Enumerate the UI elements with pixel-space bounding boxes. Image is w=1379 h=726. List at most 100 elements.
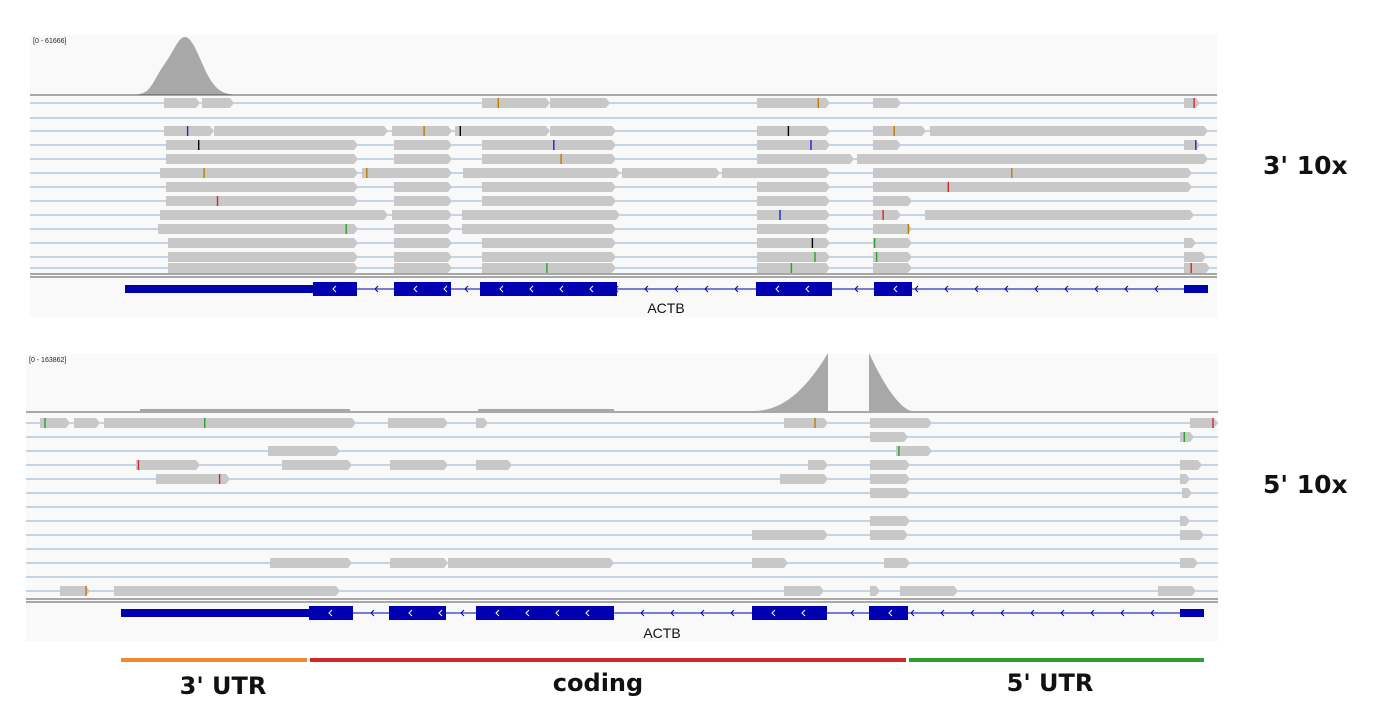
aligned-read [394, 263, 448, 273]
mismatch-mark [817, 98, 819, 108]
read-arrow [612, 224, 616, 234]
read-arrow [612, 263, 616, 273]
read-arrow [824, 530, 828, 540]
aligned-read [476, 460, 508, 470]
read-arrow [826, 210, 830, 220]
aligned-read [784, 418, 824, 428]
read-arrow [784, 558, 788, 568]
coverage-track-low [478, 409, 614, 411]
read-arrow [906, 488, 910, 498]
mismatch-mark [216, 196, 219, 206]
read-arrow [826, 252, 830, 262]
aligned-read [757, 210, 826, 220]
aligned-read [202, 98, 230, 108]
aligned-read [168, 252, 354, 262]
read-arrow [906, 460, 910, 470]
aligned-read [394, 154, 448, 164]
aligned-read [394, 238, 448, 248]
exon-strand-arrow [888, 609, 893, 617]
read-arrow [826, 263, 830, 273]
strand-arrow [374, 285, 379, 293]
strand-arrow [970, 609, 975, 617]
read-arrow [210, 126, 214, 136]
read-arrow [448, 196, 452, 206]
read-arrow [354, 263, 358, 273]
read-arrow [1200, 530, 1204, 540]
read-arrow [908, 263, 912, 273]
read-arrow [448, 154, 452, 164]
mismatch-mark [811, 238, 814, 248]
aligned-read [482, 252, 612, 262]
read-arrow [336, 586, 340, 596]
read-arrow [606, 98, 610, 108]
mismatch-mark [459, 126, 461, 136]
mismatch-mark [553, 140, 555, 150]
read-arrow [348, 460, 352, 470]
read-arrow [612, 154, 616, 164]
aligned-read [394, 252, 448, 262]
read-arrow [876, 586, 880, 596]
panel-label-3prime: 3' 10x [1263, 151, 1348, 180]
aligned-read [870, 460, 906, 470]
region-label-coding: coding [552, 669, 644, 697]
read-arrow [897, 98, 901, 108]
read-arrow [444, 558, 448, 568]
mismatch-mark [423, 126, 425, 136]
mismatch-mark [198, 140, 200, 150]
aligned-read [392, 210, 448, 220]
read-arrow [824, 460, 828, 470]
exon-strand-arrow [408, 609, 413, 617]
read-arrow [928, 418, 932, 428]
strand-arrow [1124, 285, 1129, 293]
read-arrow [1188, 488, 1192, 498]
mismatch-mark [366, 168, 368, 178]
aligned-read [1184, 140, 1196, 150]
read-arrow [1214, 418, 1218, 428]
mismatch-mark [1195, 140, 1197, 150]
strand-arrow [1150, 609, 1155, 617]
read-arrow [1204, 154, 1208, 164]
aligned-read [394, 196, 448, 206]
strand-arrow [1030, 609, 1035, 617]
mismatch-mark [203, 168, 205, 178]
read-arrow [928, 446, 932, 456]
coverage-track-low [140, 409, 350, 411]
strand-arrow [1090, 609, 1095, 617]
read-arrow [826, 238, 830, 248]
strand-arrow [1004, 285, 1009, 293]
utr-5prime [1184, 285, 1208, 293]
read-arrow [616, 168, 620, 178]
aligned-read [166, 182, 354, 192]
mismatch-mark [907, 224, 910, 234]
exon-strand-arrow [413, 285, 418, 293]
aligned-read [930, 126, 1204, 136]
strand-arrow [370, 609, 375, 617]
read-arrow [226, 474, 230, 484]
mismatch-mark [814, 418, 816, 428]
read-arrow [904, 530, 908, 540]
exon-strand-arrow [559, 285, 564, 293]
aligned-read [482, 196, 612, 206]
read-arrow [1204, 126, 1208, 136]
aligned-read [896, 446, 928, 456]
read-arrow [384, 126, 388, 136]
exon-strand-arrow [328, 609, 333, 617]
aligned-read [160, 210, 384, 220]
exon [756, 282, 832, 296]
read-arrow [448, 263, 452, 273]
mismatch-mark [814, 252, 816, 262]
mismatch-mark [546, 263, 548, 273]
region-bar-coding [310, 658, 906, 662]
aligned-read [870, 586, 876, 596]
region-bar-3utr [121, 658, 307, 662]
aligned-read [448, 558, 610, 568]
exon [394, 282, 451, 296]
mismatch-mark [1193, 98, 1195, 108]
strand-arrow [670, 609, 675, 617]
aligned-read [482, 140, 612, 150]
mismatch-mark [898, 446, 900, 456]
mismatch-mark [893, 126, 895, 136]
exon-strand-arrow [499, 285, 504, 293]
exon-strand-arrow [438, 609, 443, 617]
read-arrow [826, 140, 830, 150]
